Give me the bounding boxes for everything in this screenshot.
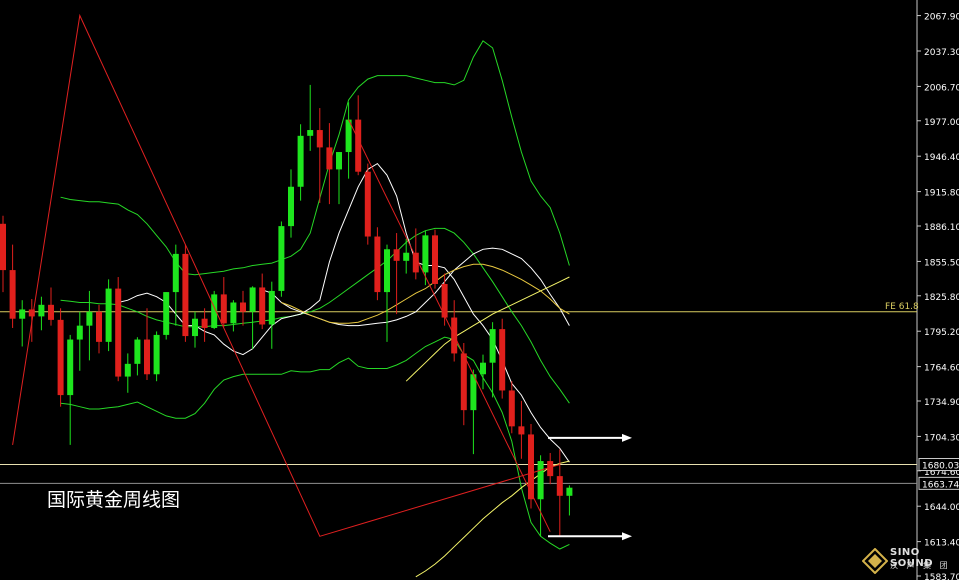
price-tag: 1680.03 [922, 462, 959, 472]
candle-body [134, 339, 141, 364]
candle-body [441, 283, 448, 318]
candle-body [470, 374, 477, 411]
candle-body [192, 318, 198, 337]
candle-body [412, 252, 419, 273]
price-tag-box [918, 458, 959, 472]
candle-body [115, 288, 122, 377]
candle-body [96, 311, 102, 342]
candle-body [19, 309, 26, 319]
candle-body [566, 487, 573, 496]
sino-sound-logo: SINO SOUND 汉 声 集 团 [860, 546, 959, 580]
chart-title: 国际黄金周线图 [47, 489, 181, 511]
price-tag-box [918, 476, 959, 490]
candle-body [403, 252, 410, 261]
candle-body [230, 302, 237, 324]
candle-body [144, 339, 150, 375]
candle-body [9, 270, 16, 319]
candle-body [28, 309, 35, 317]
candle-body [326, 147, 333, 170]
candle-body [556, 476, 563, 496]
candle-body [259, 287, 266, 325]
price-tick-label: 2006.70 [924, 83, 959, 93]
candle-body [374, 236, 381, 293]
price-tick-label: 2037.30 [924, 48, 959, 58]
candle-body [489, 329, 496, 363]
candle-body [393, 249, 400, 261]
candle-body [0, 223, 6, 271]
candle-body [38, 304, 45, 317]
candle-body [67, 339, 74, 396]
overlay-line-2 [60, 336, 570, 550]
candle-body [249, 287, 256, 312]
trend-line [348, 119, 551, 532]
candle-body [86, 311, 93, 326]
price-tick-label: 1795.20 [924, 328, 959, 338]
overlay-line-6 [405, 276, 570, 382]
candle-body [460, 353, 467, 411]
overlay-line-0 [60, 40, 570, 276]
overlay-line-7 [415, 460, 570, 578]
price-tag: 1663.74 [922, 480, 959, 490]
candle-body [268, 290, 275, 325]
logo-wordmark: SINO SOUND [890, 547, 933, 569]
zigzag-line [12, 13, 560, 537]
candle-body [364, 171, 371, 237]
candle-body [278, 226, 285, 291]
price-tick-label: 1734.90 [924, 398, 959, 408]
arrow-head-1 [622, 532, 632, 541]
price-tick-label: 1915.80 [924, 189, 959, 199]
candle-body [182, 253, 189, 337]
candle-body [297, 135, 304, 187]
candle-body [355, 119, 362, 172]
candle-body [172, 253, 179, 293]
candle-body [288, 186, 294, 227]
price-tick-label: 1946.40 [924, 153, 959, 163]
price-tick-label: 1855.50 [924, 258, 959, 268]
candle-body [480, 362, 486, 375]
overlay-line-1 [60, 227, 570, 404]
price-tick-label: 1644.00 [924, 503, 959, 513]
candle-body [547, 461, 554, 477]
candle-body [124, 363, 131, 377]
diamond-logo-icon [862, 548, 888, 574]
price-tick-label: 1704.30 [924, 433, 959, 443]
candle-body [518, 426, 525, 435]
price-tick-label: 1886.10 [924, 223, 959, 233]
candle-body [240, 302, 246, 312]
candle-body [57, 319, 64, 396]
reference-line-label: FE 61.8 [885, 302, 919, 312]
candle-body [220, 294, 227, 324]
price-tick-label: 1674.60 [924, 468, 959, 478]
price-tick-label: 1977.00 [924, 118, 959, 128]
candle-body [201, 318, 208, 328]
candle-body [48, 304, 54, 320]
price-tick-label: 2067.90 [924, 13, 959, 23]
candle-body [508, 390, 515, 427]
candle-body [336, 152, 342, 170]
candle-body [537, 461, 544, 500]
candle-body [211, 294, 218, 328]
candle-body [163, 292, 170, 335]
logo-subtitle: 汉 声 集 团 [890, 561, 951, 570]
candle-body [76, 325, 83, 340]
candle-body [528, 434, 534, 500]
arrow-head-0 [622, 433, 632, 442]
candle-body [105, 288, 112, 342]
price-tick-label: 1613.40 [924, 539, 959, 549]
candle-body [432, 235, 438, 284]
candle-body [153, 334, 160, 375]
overlay-line-5 [281, 263, 570, 324]
price-tick-label: 1825.80 [924, 293, 959, 303]
candle-body [499, 329, 506, 391]
candle-body [345, 119, 352, 153]
price-tick-label: 1583.70 [924, 573, 959, 580]
price-tick-label: 1764.60 [924, 364, 959, 374]
candle-body [307, 130, 314, 136]
candle-body [422, 235, 429, 273]
candle-body [384, 249, 390, 293]
candle-body [316, 130, 323, 148]
